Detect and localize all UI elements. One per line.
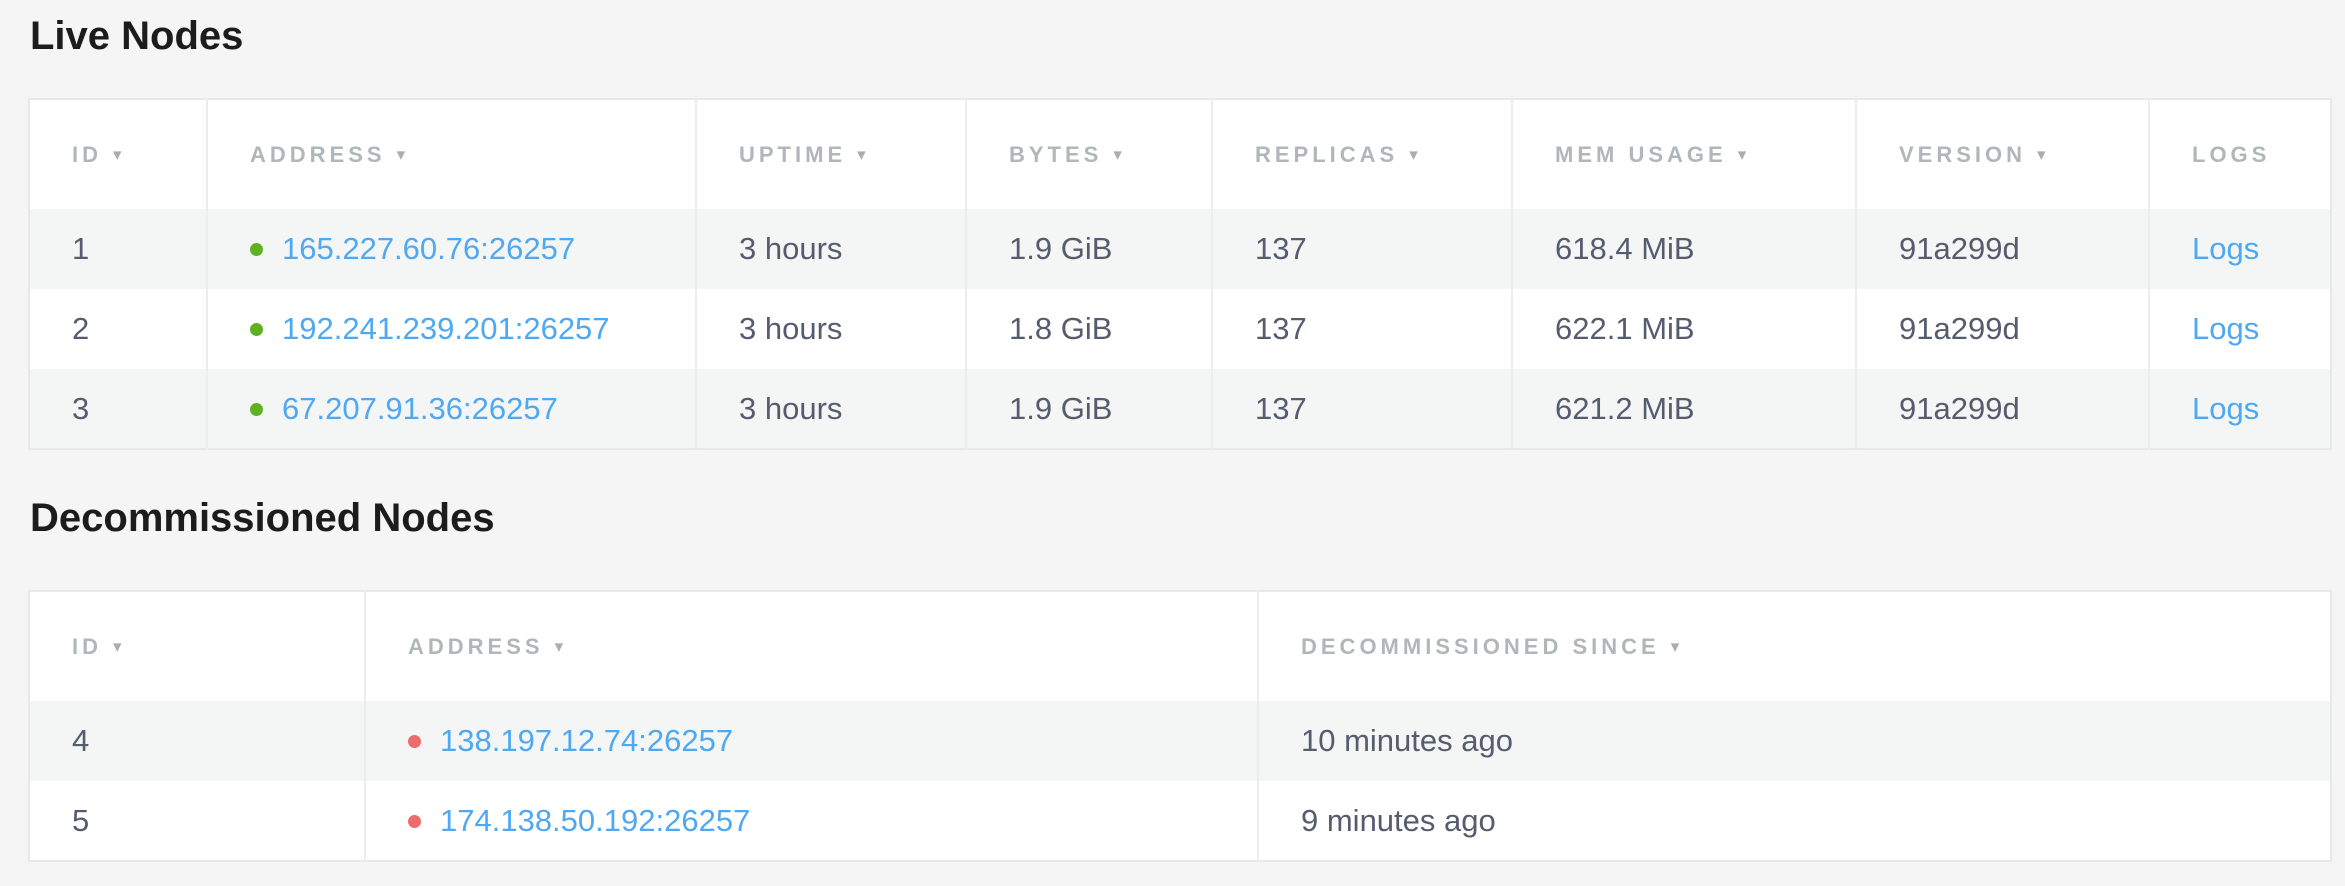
column-header-decommissioned-since[interactable]: DECOMMISSIONED SINCE ▾ xyxy=(1257,591,2331,701)
decommissioned-since-cell: 9 minutes ago xyxy=(1257,781,2331,861)
live-nodes-table: ID ▾ ADDRESS ▾ UPTIME ▾ BYTES ▾ REPLICAS ▾ ME… xyxy=(28,98,2332,450)
node-replicas-cell: 137 xyxy=(1211,289,1512,369)
node-address-link[interactable]: 192.241.239.201:26257 xyxy=(282,311,610,346)
column-header-logs: LOGS xyxy=(2148,99,2331,209)
column-header-uptime[interactable]: UPTIME ▾ xyxy=(695,99,966,209)
node-mem-usage-cell: 622.1 MiB xyxy=(1511,289,1856,369)
node-id-cell: 1 xyxy=(72,231,90,266)
node-replicas-cell: 137 xyxy=(1211,209,1512,289)
node-bytes-cell: 1.8 GiB xyxy=(965,289,1212,369)
node-address-cell: 138.197.12.74:26257 xyxy=(364,701,1258,781)
column-header-label: DECOMMISSIONED SINCE xyxy=(1301,633,1660,659)
node-address-link[interactable]: 138.197.12.74:26257 xyxy=(440,723,734,758)
node-uptime-cell: 3 hours xyxy=(695,209,966,289)
sort-desc-icon: ▾ xyxy=(554,636,564,657)
node-mem-usage-cell: 621.2 MiB xyxy=(1511,369,1856,449)
column-header-label: MEM USAGE xyxy=(1555,141,1727,167)
node-id-cell: 3 xyxy=(72,390,90,426)
sort-desc-icon: ▾ xyxy=(396,144,406,165)
table-row: 1 165.227.60.76:26257 3 hours 1.9 GiB 13… xyxy=(29,209,2331,289)
decommissioned-status-icon xyxy=(408,735,421,748)
node-id-cell: 2 xyxy=(72,311,90,346)
table-row: 2 192.241.239.201:26257 3 hours 1.8 GiB … xyxy=(29,289,2331,369)
column-header-id[interactable]: ID ▾ xyxy=(29,99,207,209)
column-header-label: BYTES xyxy=(1009,141,1103,167)
live-status-icon xyxy=(250,402,263,416)
table-row: 5 174.138.50.192:26257 9 minutes ago xyxy=(29,781,2331,861)
node-logs-cell: Logs xyxy=(2148,289,2331,369)
column-header-label: VERSION xyxy=(1899,141,2027,167)
node-logs-cell: Logs xyxy=(2148,209,2331,289)
column-header-label: REPLICAS xyxy=(1255,141,1399,167)
column-header-label: ADDRESS xyxy=(250,141,386,167)
sort-desc-icon: ▾ xyxy=(857,144,866,165)
node-id-cell: 5 xyxy=(72,802,90,838)
node-address-link[interactable]: 67.207.91.36:26257 xyxy=(282,390,558,426)
node-bytes-cell: 1.9 GiB xyxy=(965,369,1212,449)
column-header-label: ADDRESS xyxy=(408,633,544,659)
node-uptime-cell: 3 hours xyxy=(695,289,966,369)
column-header-address[interactable]: ADDRESS ▾ xyxy=(364,591,1258,701)
decommissioned-nodes-table: ID ▾ ADDRESS ▾ DECOMMISSIONED SINCE ▾ 4 138… xyxy=(28,590,2332,862)
node-version-cell: 91a299d xyxy=(1855,369,2149,449)
decommissioned-nodes-title: Decommissioned Nodes xyxy=(30,496,495,540)
column-header-address[interactable]: ADDRESS ▾ xyxy=(206,99,696,209)
decommissioned-since-cell: 10 minutes ago xyxy=(1257,701,2331,781)
node-address-link[interactable]: 165.227.60.76:26257 xyxy=(282,231,576,266)
node-logs-cell: Logs xyxy=(2148,369,2331,449)
sort-desc-icon: ▾ xyxy=(2037,144,2046,165)
node-version-cell: 91a299d xyxy=(1855,289,2149,369)
node-id-cell: 4 xyxy=(72,723,90,758)
live-status-icon xyxy=(250,323,263,336)
sort-desc-icon: ▾ xyxy=(113,636,122,657)
logs-link[interactable]: Logs xyxy=(2192,311,2260,346)
live-status-icon xyxy=(250,243,263,256)
node-address-cell: 165.227.60.76:26257 xyxy=(206,209,696,289)
column-header-label: UPTIME xyxy=(739,141,847,167)
node-replicas-cell: 137 xyxy=(1211,369,1512,449)
sort-desc-icon: ▾ xyxy=(1113,144,1122,165)
column-header-bytes[interactable]: BYTES ▾ xyxy=(965,99,1212,209)
node-uptime-cell: 3 hours xyxy=(695,369,966,449)
column-header-label: LOGS xyxy=(2192,141,2271,167)
decommissioned-status-icon xyxy=(408,814,421,828)
node-address-cell: 174.138.50.192:26257 xyxy=(364,781,1258,861)
live-nodes-title: Live Nodes xyxy=(30,14,244,58)
sort-desc-icon: ▾ xyxy=(1670,636,1680,657)
column-header-label: ID xyxy=(72,141,102,167)
node-mem-usage-cell: 618.4 MiB xyxy=(1511,209,1856,289)
table-header-row: ID ▾ ADDRESS ▾ DECOMMISSIONED SINCE ▾ xyxy=(29,591,2331,701)
sort-desc-icon: ▾ xyxy=(1737,144,1747,165)
logs-link[interactable]: Logs xyxy=(2192,390,2260,426)
column-header-label: ID xyxy=(72,633,102,659)
column-header-replicas[interactable]: REPLICAS ▾ xyxy=(1211,99,1512,209)
logs-link[interactable]: Logs xyxy=(2192,231,2260,266)
sort-desc-icon: ▾ xyxy=(113,144,122,165)
node-address-cell: 67.207.91.36:26257 xyxy=(206,369,696,449)
column-header-id[interactable]: ID ▾ xyxy=(29,591,365,701)
node-address-cell: 192.241.239.201:26257 xyxy=(206,289,696,369)
sort-desc-icon: ▾ xyxy=(1409,144,1418,165)
column-header-mem-usage[interactable]: MEM USAGE ▾ xyxy=(1511,99,1856,209)
node-version-cell: 91a299d xyxy=(1855,209,2149,289)
table-row: 4 138.197.12.74:26257 10 minutes ago xyxy=(29,701,2331,781)
table-row: 3 67.207.91.36:26257 3 hours 1.9 GiB 137… xyxy=(29,369,2331,449)
table-header-row: ID ▾ ADDRESS ▾ UPTIME ▾ BYTES ▾ REPLICAS ▾ ME… xyxy=(29,99,2331,209)
node-bytes-cell: 1.9 GiB xyxy=(965,209,1212,289)
node-address-link[interactable]: 174.138.50.192:26257 xyxy=(440,802,751,838)
column-header-version[interactable]: VERSION ▾ xyxy=(1855,99,2149,209)
